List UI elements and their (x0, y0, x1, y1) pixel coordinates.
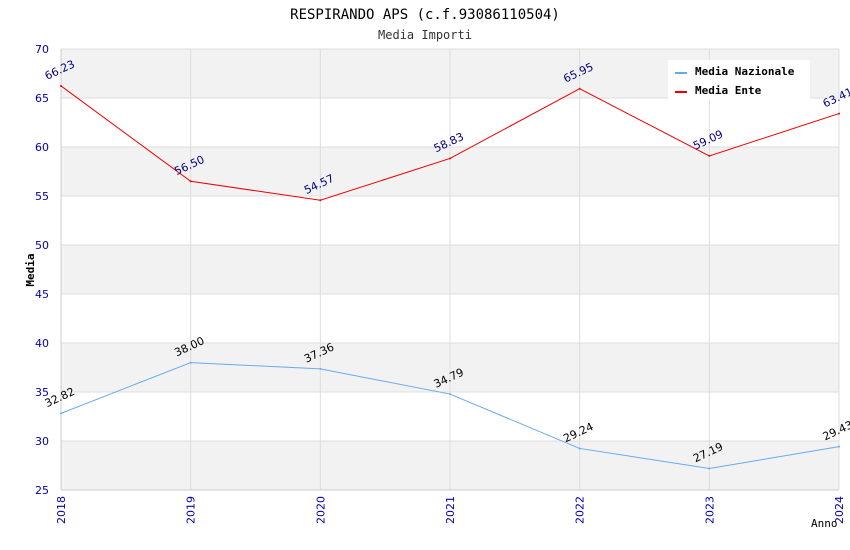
x-tick-label: 2019 (185, 496, 198, 524)
y-tick-label: 45 (35, 288, 49, 301)
gridlines (60, 48, 840, 491)
x-tick-label: 2023 (703, 496, 716, 524)
chart-subtitle: Media Importi (378, 28, 472, 42)
data-point-media-ente (838, 112, 840, 115)
y-tick-label: 40 (35, 337, 49, 350)
y-tick-label: 70 (35, 43, 49, 56)
data-point-media-nazionale (708, 467, 711, 470)
y-tick-labels: 25 30 35 40 45 50 55 60 65 70 (35, 43, 49, 497)
x-tick-labels: 2018 2019 2020 2021 2022 2023 2024 (55, 496, 846, 524)
y-tick-label: 60 (35, 141, 49, 154)
x-tick-label: 2021 (444, 496, 457, 524)
data-point-media-ente (319, 199, 322, 202)
legend-label-media-nazionale: Media Nazionale (695, 65, 795, 78)
data-point-media-ente (189, 180, 192, 183)
data-point-media-ente (708, 154, 711, 157)
data-point-media-ente (60, 84, 62, 87)
y-axis-label: Media (24, 253, 37, 286)
x-tick-label: 2024 (833, 496, 846, 524)
data-point-media-ente (449, 157, 451, 160)
x-axis-label: Anno (811, 517, 838, 530)
y-tick-label: 55 (35, 190, 49, 203)
data-point-media-ente (578, 87, 581, 90)
chart-title: RESPIRANDO APS (c.f.93086110504) (290, 7, 560, 23)
x-tick-label: 2020 (314, 496, 327, 524)
data-point-media-nazionale (60, 412, 62, 415)
y-tick-label: 25 (35, 484, 49, 497)
y-tick-label: 35 (35, 386, 49, 399)
data-point-media-nazionale (189, 361, 192, 364)
y-tick-label: 50 (35, 239, 49, 252)
data-point-media-nazionale (449, 393, 451, 396)
data-label-media-nazionale: 29.43 (821, 418, 850, 443)
legend-box (668, 60, 810, 100)
y-tick-label: 30 (35, 435, 49, 448)
x-tick-label: 2018 (55, 496, 68, 524)
data-point-media-nazionale (319, 367, 322, 370)
data-point-media-nazionale (838, 445, 840, 448)
legend-label-media-ente: Media Ente (695, 84, 762, 97)
data-point-media-nazionale (578, 447, 581, 450)
legend: Media Nazionale Media Ente (668, 60, 810, 100)
x-tick-label: 2022 (574, 496, 587, 524)
y-tick-label: 65 (35, 92, 49, 105)
axes (60, 49, 839, 491)
